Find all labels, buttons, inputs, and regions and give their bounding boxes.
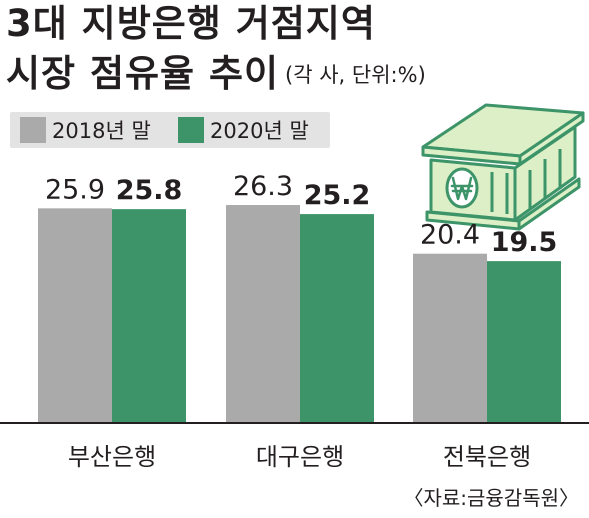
bank-building-won-icon bbox=[421, 103, 585, 231]
category-label-1: 부산은행 bbox=[68, 443, 156, 471]
bar-2018-1 bbox=[38, 208, 112, 422]
legend-label-2020: 2020년 말 bbox=[210, 119, 309, 143]
category-label-2: 대구은행 bbox=[256, 443, 344, 471]
legend: 2018년 말 2020년 말 bbox=[10, 112, 330, 148]
chart-title-line2: 시장 점유율 추이 (각 사, 단위:%) bbox=[6, 55, 426, 92]
bars-layer bbox=[38, 205, 561, 422]
source-note: 〈자료:금융감독원〉 bbox=[403, 486, 579, 510]
legend-swatch-2020 bbox=[178, 117, 204, 143]
legend-swatch-2018 bbox=[20, 117, 46, 143]
labels-layer: 25.9 25.8 부산은행 26.3 25.2 대구은행 20.4 19.5 전북은행 bbox=[45, 171, 557, 471]
bar-2020-2 bbox=[300, 214, 374, 422]
legend-label-2018: 2018년 말 bbox=[52, 119, 151, 143]
legend-item-2020: 2020년 말 bbox=[178, 112, 309, 148]
chart-title-line1: 3대 지방은행 거점지역 bbox=[6, 2, 376, 45]
bar-2020-3 bbox=[487, 261, 561, 422]
bar-2018-3 bbox=[413, 253, 487, 422]
value-label-2020-3: 19.5 bbox=[491, 227, 558, 258]
bar-2018-2 bbox=[226, 205, 300, 422]
unit-note: (각 사, 단위:%) bbox=[285, 63, 426, 87]
category-label-3: 전북은행 bbox=[443, 443, 531, 471]
chart-title-line2-text: 시장 점유율 추이 bbox=[6, 52, 280, 95]
value-label-2020-2: 25.2 bbox=[304, 180, 371, 211]
legend-item-2018: 2018년 말 bbox=[20, 112, 151, 148]
value-label-2018-2: 26.3 bbox=[233, 171, 293, 202]
bar-2020-1 bbox=[112, 209, 186, 422]
value-label-2018-1: 25.9 bbox=[45, 174, 105, 205]
value-label-2020-1: 25.8 bbox=[116, 175, 183, 206]
value-label-2018-3: 20.4 bbox=[420, 220, 480, 251]
